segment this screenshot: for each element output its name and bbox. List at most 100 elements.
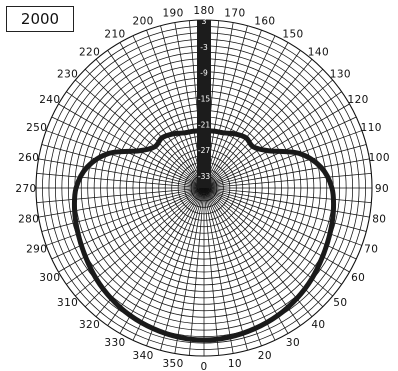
grid-spoke: [203, 187, 234, 354]
angle-tick-label: 200: [132, 16, 153, 28]
grid-spoke: [174, 187, 205, 354]
grid-spoke: [203, 187, 324, 308]
angle-tick-label: 240: [39, 94, 60, 106]
angle-tick-label: 320: [79, 319, 100, 331]
radial-tick-label: -21: [198, 120, 210, 129]
angle-tick-label: 350: [162, 358, 183, 370]
grid-spoke: [46, 187, 205, 246]
grid-spoke: [203, 187, 262, 346]
angle-tick-label: 10: [228, 358, 242, 370]
radial-scale-bar: 3 -3 -9 -15 -21 -27 -33: [197, 17, 211, 188]
angle-tick-label: 340: [132, 350, 153, 362]
grid-spoke: [51, 187, 205, 260]
grid-spoke: [132, 35, 205, 189]
angle-tick-label: 310: [57, 297, 78, 309]
angle-tick-label: 0: [200, 361, 207, 371]
grid-spoke: [203, 187, 362, 246]
grid-spoke: [95, 59, 205, 189]
grid-spoke: [203, 50, 301, 189]
grid-spoke: [146, 30, 205, 189]
grid-spoke: [38, 158, 205, 189]
grid-spoke: [203, 187, 248, 351]
angle-tick-label: 300: [39, 272, 60, 284]
grid-spoke: [203, 187, 220, 356]
radial-tick-label: -3: [200, 43, 208, 52]
angle-tick-label: 70: [364, 244, 378, 256]
grid-spoke: [46, 130, 205, 189]
angle-tick-label: 260: [18, 152, 39, 164]
grid-spoke: [203, 187, 350, 273]
angle-tick-label: 230: [57, 68, 78, 80]
radial-tick-label: -9: [200, 69, 208, 78]
angle-tick-label: 40: [311, 319, 325, 331]
angle-tick-label: 110: [361, 122, 382, 134]
grid-spoke: [203, 25, 248, 189]
grid-spoke: [203, 187, 276, 341]
radial-scale-background: [197, 20, 211, 188]
grid-spoke: [203, 144, 367, 189]
grid-spoke: [203, 42, 289, 189]
radial-tick-label: -15: [198, 95, 210, 104]
angle-tick-label: 250: [26, 122, 47, 134]
grid-spoke: [75, 79, 205, 189]
grid-spoke: [58, 103, 205, 189]
grid-spoke: [146, 187, 205, 346]
grid-spoke: [203, 187, 289, 334]
radial-tick-label: 3: [202, 17, 207, 26]
grid-spoke: [203, 158, 370, 189]
chart-title: 2000: [6, 6, 74, 32]
polar-grid: [35, 19, 373, 357]
angle-tick-label: 330: [104, 337, 125, 349]
grid-spoke: [203, 172, 372, 189]
angle-tick-label: 90: [375, 183, 389, 195]
grid-spoke: [107, 50, 205, 189]
grid-spoke: [66, 91, 205, 189]
angle-tick-label: 140: [308, 46, 329, 58]
grid-spoke: [84, 68, 205, 189]
angle-tick-label: 270: [15, 183, 36, 195]
grid-spoke: [107, 187, 205, 326]
angle-tick-label: 50: [333, 297, 347, 309]
angle-tick-label: 80: [372, 214, 386, 226]
grid-spoke: [203, 68, 324, 189]
angle-tick-label: 210: [104, 29, 125, 41]
grid-spoke: [160, 187, 205, 351]
grid-spoke: [58, 187, 205, 273]
angle-tick-label: 60: [351, 272, 365, 284]
grid-spoke: [203, 187, 370, 218]
grid-spoke: [203, 91, 342, 189]
grid-spoke: [160, 25, 205, 189]
angle-tick-label: 160: [254, 16, 275, 28]
grid-spoke: [203, 79, 333, 189]
angle-tick-label: 20: [258, 350, 272, 362]
angle-tick-label: 130: [330, 68, 351, 80]
angle-tick-label: 170: [224, 8, 245, 20]
grid-spoke: [203, 187, 357, 260]
grid-spoke: [203, 187, 367, 232]
grid-spoke: [188, 187, 205, 356]
grid-spoke: [203, 130, 362, 189]
grid-spoke: [203, 35, 276, 189]
radial-tick-label: -27: [198, 146, 210, 155]
angle-tick-label: 220: [79, 46, 100, 58]
angle-tick-label: 150: [282, 29, 303, 41]
angle-tick-label: 290: [26, 244, 47, 256]
grid-spoke: [203, 103, 350, 189]
angle-tick-label: 280: [18, 214, 39, 226]
grid-spoke: [36, 172, 205, 189]
grid-spoke: [203, 187, 301, 326]
grid-spoke: [203, 59, 313, 189]
grid-spoke: [203, 30, 262, 189]
grid-spoke: [95, 187, 205, 317]
angle-tick-label: 190: [162, 8, 183, 20]
grid-spoke: [84, 187, 205, 308]
grid-spoke: [203, 187, 313, 317]
radial-tick-label: -33: [198, 172, 210, 181]
grid-spoke: [41, 187, 205, 232]
angle-tick-label: 180: [193, 5, 214, 17]
angle-tick-label: 30: [286, 337, 300, 349]
grid-spoke: [41, 144, 205, 189]
